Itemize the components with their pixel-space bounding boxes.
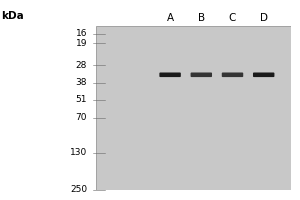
Text: A: A <box>167 13 174 23</box>
Text: 38: 38 <box>76 78 87 87</box>
Text: D: D <box>260 13 268 23</box>
FancyBboxPatch shape <box>253 72 274 77</box>
Text: 250: 250 <box>70 186 87 194</box>
Text: 19: 19 <box>76 39 87 48</box>
Text: 70: 70 <box>76 113 87 122</box>
Text: 16: 16 <box>76 29 87 38</box>
FancyBboxPatch shape <box>190 72 212 77</box>
Text: C: C <box>229 13 236 23</box>
Text: B: B <box>198 13 205 23</box>
FancyBboxPatch shape <box>222 72 243 77</box>
Text: 130: 130 <box>70 148 87 157</box>
Text: 51: 51 <box>76 95 87 104</box>
Text: kDa: kDa <box>1 11 23 21</box>
FancyBboxPatch shape <box>159 72 181 77</box>
Text: 28: 28 <box>76 61 87 70</box>
